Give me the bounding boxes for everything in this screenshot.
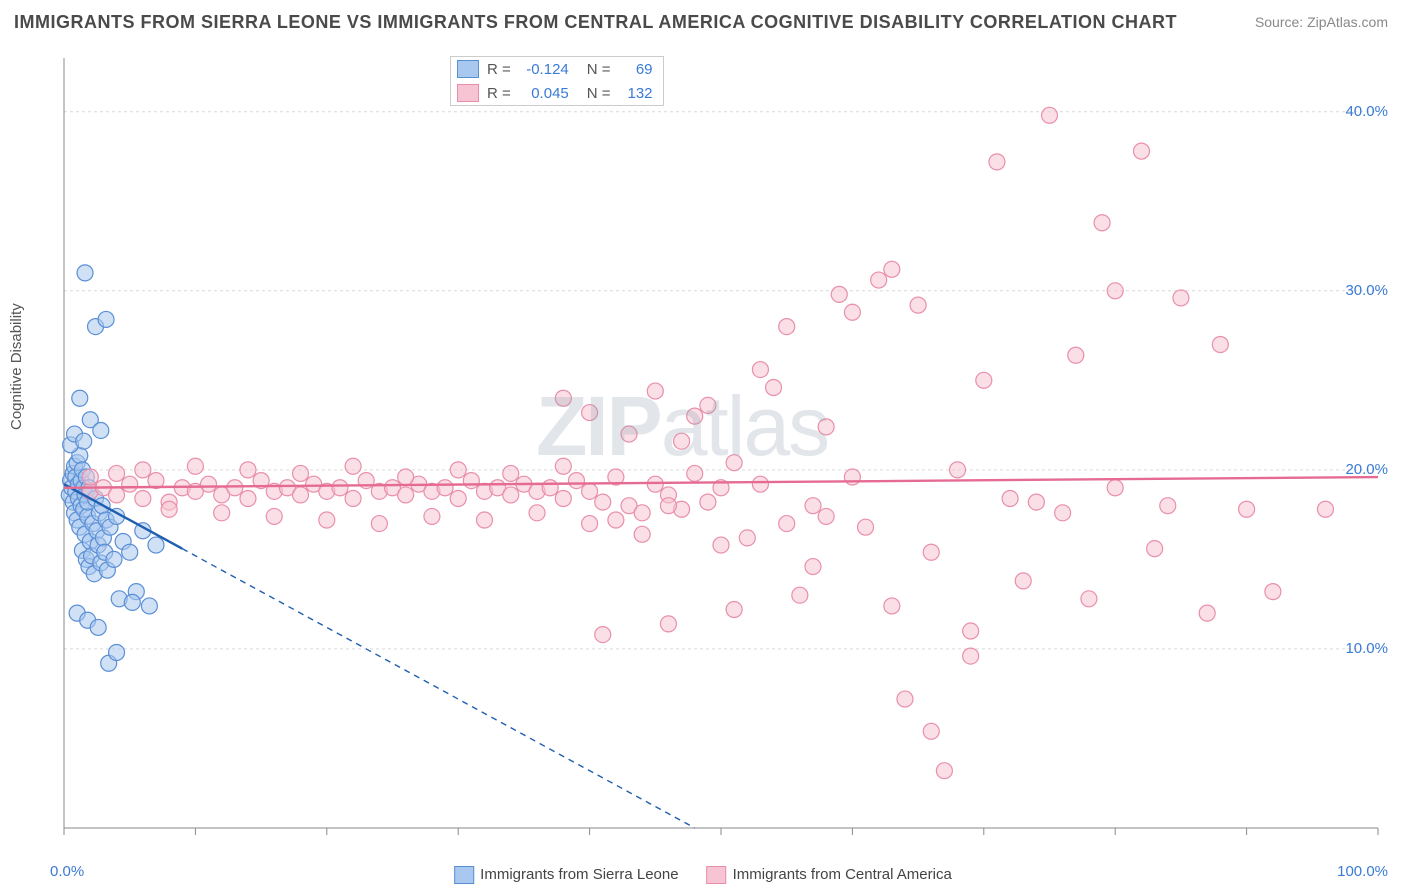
stats-swatch (457, 60, 479, 78)
stats-n-value: 132 (619, 85, 653, 102)
source-label: Source: ZipAtlas.com (1255, 14, 1388, 30)
stats-r-label: R = (487, 85, 511, 102)
stats-row: R = 0.045 N = 132 (451, 81, 663, 105)
y-tick-30: 30.0% (1345, 282, 1388, 299)
legend-item: Immigrants from Central America (707, 866, 952, 884)
legend-item: Immigrants from Sierra Leone (454, 866, 678, 884)
y-axis-title: Cognitive Disability (8, 303, 25, 430)
stats-legend-box: R = -0.124 N = 69 R = 0.045 N = 132 (450, 56, 664, 106)
stats-r-value: 0.045 (519, 85, 569, 102)
legend-swatch (707, 866, 727, 884)
stats-r-value: -0.124 (519, 61, 569, 78)
y-tick-40: 40.0% (1345, 103, 1388, 120)
stats-n-value: 69 (619, 61, 653, 78)
stats-n-label: N = (587, 85, 611, 102)
stats-r-label: R = (487, 61, 511, 78)
x-tick-100: 100.0% (1337, 863, 1388, 880)
x-tick-0: 0.0% (50, 863, 84, 880)
legend-swatch (454, 866, 474, 884)
y-tick-10: 10.0% (1345, 640, 1388, 657)
y-tick-20: 20.0% (1345, 461, 1388, 478)
stats-swatch (457, 84, 479, 102)
stats-row: R = -0.124 N = 69 (451, 57, 663, 81)
bottom-legend: Immigrants from Sierra Leone Immigrants f… (454, 866, 952, 884)
chart-svg (56, 48, 1386, 838)
chart-area: ZIPatlas R =-0.124N =69R =0.045N =132 (56, 48, 1386, 838)
stats-n-label: N = (587, 61, 611, 78)
chart-title: IMMIGRANTS FROM SIERRA LEONE VS IMMIGRAN… (14, 12, 1177, 33)
